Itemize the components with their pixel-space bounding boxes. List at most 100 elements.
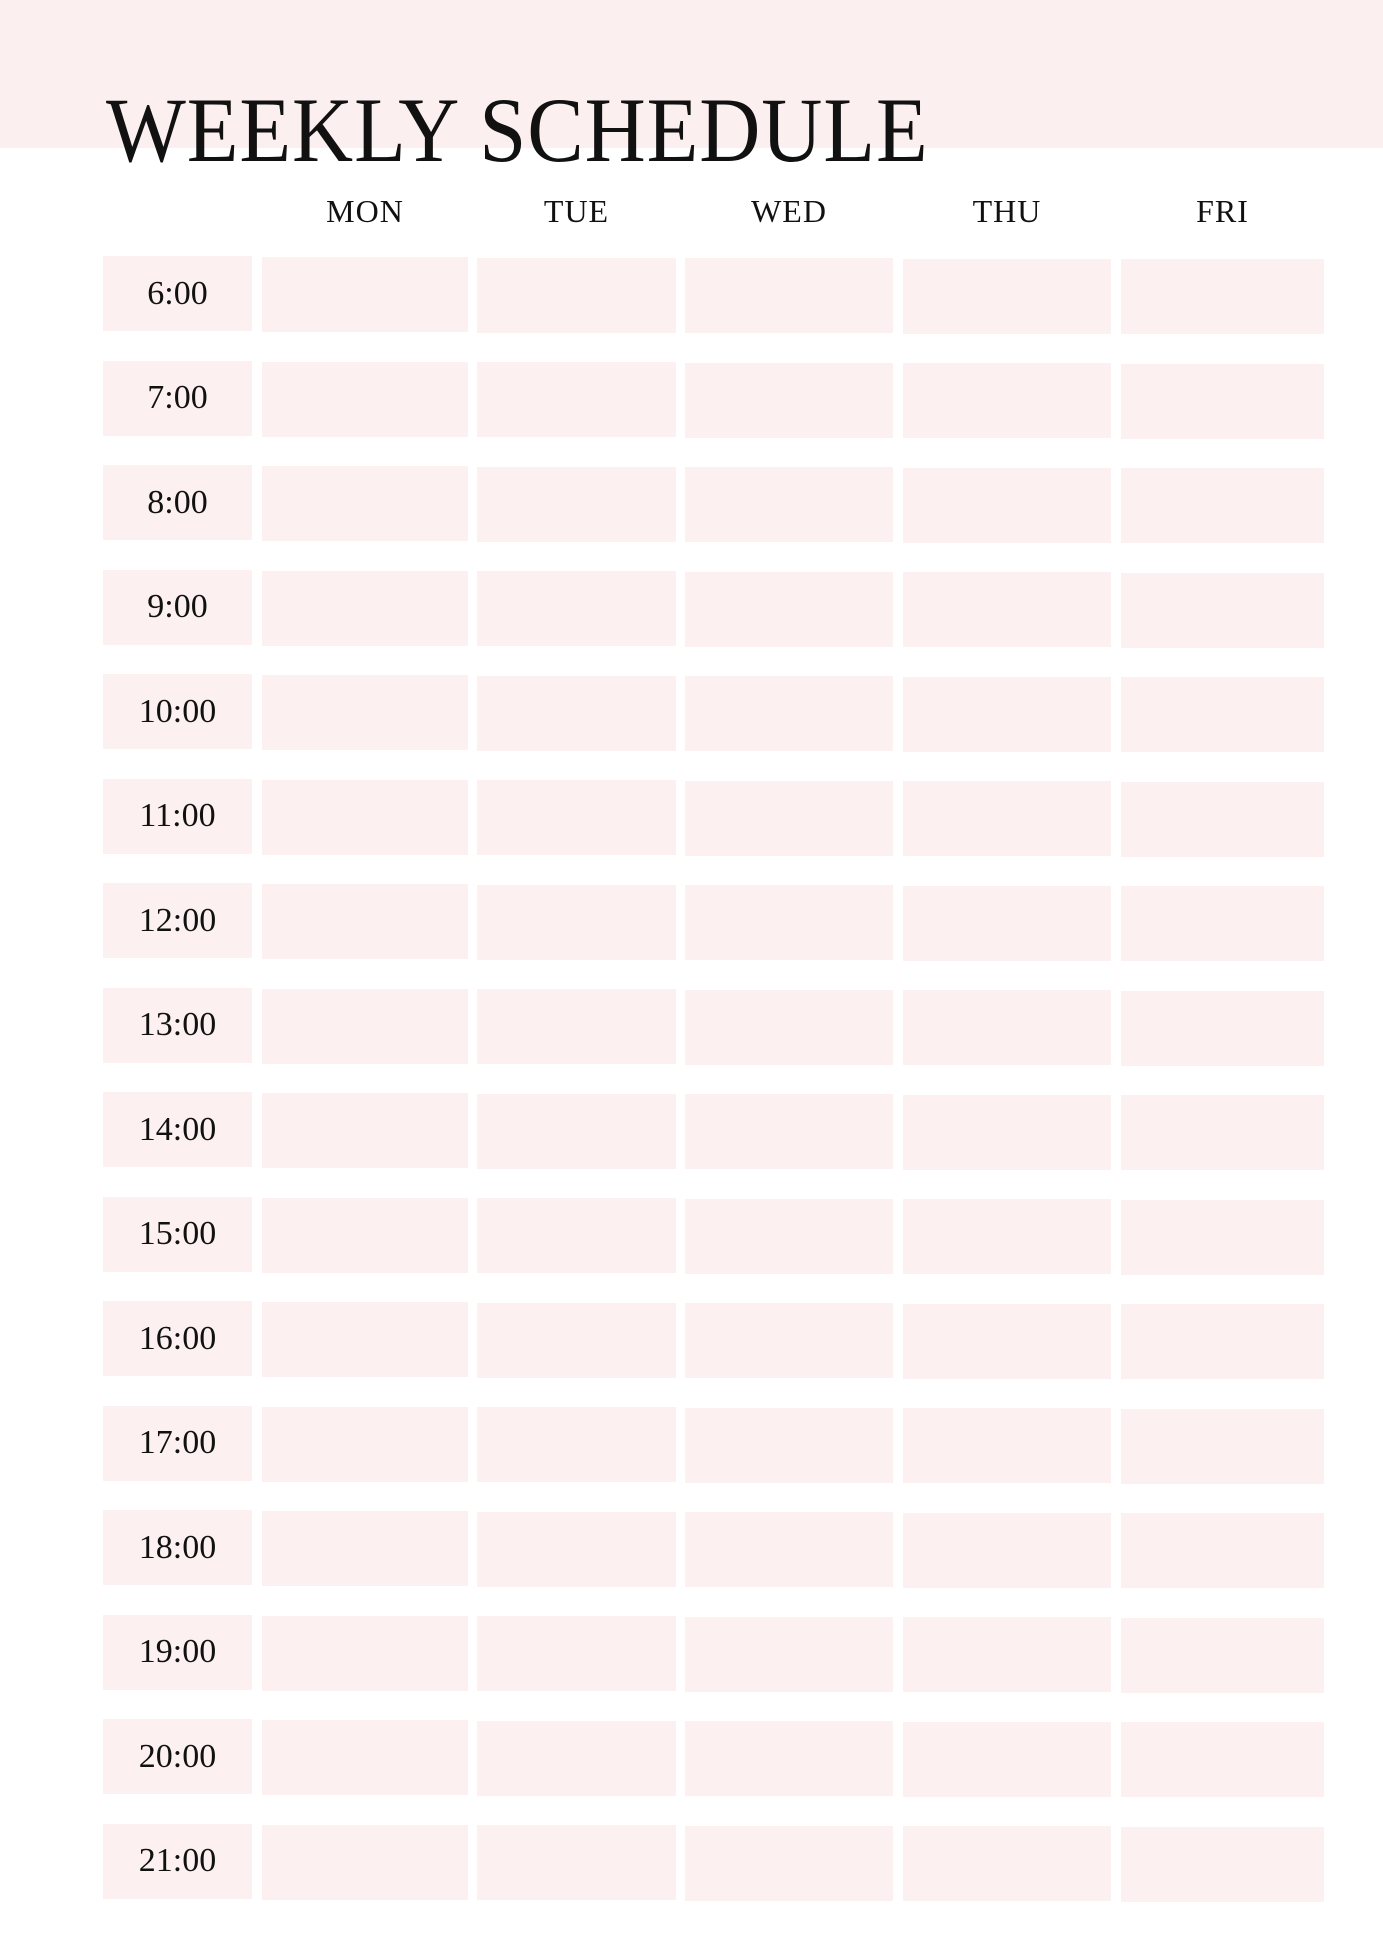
schedule-slot-wed[interactable] (685, 989, 893, 1065)
schedule-slot-thu[interactable] (903, 467, 1111, 543)
schedule-slot-wed[interactable] (685, 1094, 893, 1170)
day-header-fri: FRI (1196, 193, 1249, 229)
day-header-tue: TUE (543, 193, 610, 229)
schedule-slot-tue[interactable] (477, 1198, 676, 1274)
schedule-slot-thu[interactable] (903, 1094, 1111, 1170)
time-label: 16:00 (103, 1301, 252, 1376)
schedule-slot-fri[interactable] (1121, 363, 1324, 439)
schedule-slot-mon[interactable] (262, 884, 468, 959)
schedule-slot-wed[interactable] (685, 780, 893, 856)
schedule-slot-fri[interactable] (1121, 259, 1324, 335)
schedule-slot-wed[interactable] (685, 1303, 893, 1379)
schedule-slot-mon[interactable] (262, 988, 468, 1064)
schedule-slot-wed[interactable] (685, 1512, 893, 1588)
schedule-slot-fri[interactable] (1121, 1826, 1324, 1902)
schedule-slot-fri[interactable] (1121, 1617, 1324, 1693)
schedule-slot-tue[interactable] (477, 1825, 676, 1901)
schedule-slot-thu[interactable] (903, 990, 1111, 1066)
schedule-slot-thu[interactable] (903, 676, 1111, 752)
schedule-slot-thu[interactable] (903, 572, 1111, 648)
schedule-slot-fri[interactable] (1121, 1408, 1324, 1484)
header-band: WEEKLY SCHEDULE (0, 0, 1383, 176)
schedule-slot-wed[interactable] (685, 1616, 893, 1692)
schedule-slot-wed[interactable] (685, 676, 893, 752)
schedule-slot-wed[interactable] (685, 885, 893, 961)
schedule-slot-tue[interactable] (477, 1720, 676, 1796)
schedule-slot-wed[interactable] (685, 1721, 893, 1797)
schedule-slot-thu[interactable] (903, 1199, 1111, 1275)
time-label: 19:00 (103, 1614, 252, 1690)
time-label: 12:00 (103, 883, 252, 958)
schedule-slot-fri[interactable] (1121, 572, 1324, 648)
schedule-slot-tue[interactable] (477, 780, 676, 856)
schedule-slot-wed[interactable] (685, 1825, 893, 1901)
day-header-thu: THU (972, 193, 1042, 229)
schedule-slot-mon[interactable] (262, 779, 468, 855)
schedule-slot-thu[interactable] (903, 363, 1111, 439)
schedule-slot-mon[interactable] (262, 1406, 468, 1482)
schedule-slot-mon[interactable] (262, 1302, 468, 1377)
schedule-slot-mon[interactable] (262, 1511, 468, 1586)
time-label: 14:00 (103, 1092, 252, 1167)
schedule-slot-mon[interactable] (262, 570, 468, 646)
schedule-slot-thu[interactable] (903, 258, 1111, 334)
time-label: 10:00 (103, 674, 252, 749)
schedule-slot-tue[interactable] (477, 675, 676, 751)
time-label: 18:00 (103, 1510, 252, 1585)
schedule-slot-thu[interactable] (903, 1512, 1111, 1588)
schedule-slot-fri[interactable] (1121, 677, 1324, 753)
schedule-slot-tue[interactable] (477, 257, 676, 333)
schedule-slot-mon[interactable] (262, 1720, 468, 1795)
time-label: 9:00 (103, 569, 252, 645)
schedule-slot-thu[interactable] (903, 1721, 1111, 1797)
schedule-slot-fri[interactable] (1121, 990, 1324, 1066)
schedule-slot-tue[interactable] (477, 1093, 676, 1169)
schedule-slot-fri[interactable] (1121, 1722, 1324, 1798)
time-label: 7:00 (103, 360, 252, 436)
time-label: 11:00 (103, 778, 252, 854)
schedule-slot-thu[interactable] (903, 1617, 1111, 1693)
schedule-slot-fri[interactable] (1121, 468, 1324, 544)
schedule-slot-mon[interactable] (262, 1197, 468, 1273)
time-label: 17:00 (103, 1405, 252, 1481)
schedule-slot-wed[interactable] (685, 467, 893, 543)
schedule-slot-mon[interactable] (262, 466, 468, 541)
schedule-slot-thu[interactable] (903, 1303, 1111, 1379)
schedule-slot-mon[interactable] (262, 1615, 468, 1691)
schedule-slot-mon[interactable] (262, 1824, 468, 1900)
schedule-slot-mon[interactable] (262, 257, 468, 332)
schedule-slot-wed[interactable] (685, 1198, 893, 1274)
time-label: 21:00 (103, 1823, 252, 1899)
schedule-slot-fri[interactable] (1121, 781, 1324, 857)
schedule-slot-fri[interactable] (1121, 1304, 1324, 1380)
schedule-slot-thu[interactable] (903, 885, 1111, 961)
schedule-slot-fri[interactable] (1121, 886, 1324, 962)
schedule-slot-thu[interactable] (903, 781, 1111, 857)
time-label: 15:00 (103, 1196, 252, 1272)
schedule-slot-tue[interactable] (477, 571, 676, 647)
time-label: 8:00 (103, 465, 252, 540)
time-label: 13:00 (103, 987, 252, 1063)
page-title: WEEKLY SCHEDULE (106, 78, 929, 181)
schedule-slot-tue[interactable] (477, 1302, 676, 1378)
schedule-slot-tue[interactable] (477, 1407, 676, 1483)
schedule-slot-mon[interactable] (262, 361, 468, 437)
schedule-slot-mon[interactable] (262, 675, 468, 750)
schedule-slot-mon[interactable] (262, 1093, 468, 1168)
schedule-slot-tue[interactable] (477, 1511, 676, 1587)
day-header-wed: WED (751, 193, 827, 229)
schedule-slot-wed[interactable] (685, 362, 893, 438)
schedule-slot-tue[interactable] (477, 989, 676, 1065)
schedule-slot-thu[interactable] (903, 1826, 1111, 1902)
schedule-slot-fri[interactable] (1121, 1095, 1324, 1171)
schedule-slot-fri[interactable] (1121, 1199, 1324, 1275)
schedule-slot-thu[interactable] (903, 1408, 1111, 1484)
schedule-slot-tue[interactable] (477, 1616, 676, 1692)
schedule-slot-tue[interactable] (477, 362, 676, 438)
schedule-slot-tue[interactable] (477, 466, 676, 542)
schedule-slot-wed[interactable] (685, 258, 893, 334)
schedule-slot-tue[interactable] (477, 884, 676, 960)
schedule-slot-wed[interactable] (685, 1407, 893, 1483)
schedule-slot-wed[interactable] (685, 571, 893, 647)
schedule-slot-fri[interactable] (1121, 1513, 1324, 1589)
